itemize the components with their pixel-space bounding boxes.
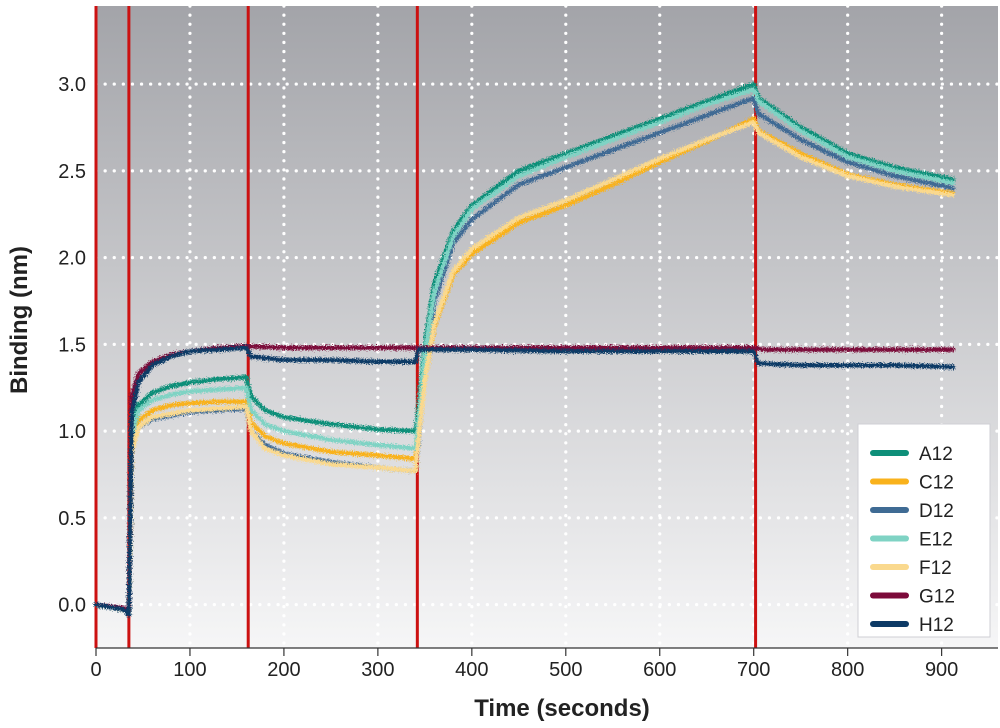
legend-label-f12: F12 bbox=[919, 558, 952, 579]
x-tick-label: 300 bbox=[361, 659, 394, 681]
x-axis-title: Time (seconds) bbox=[474, 695, 650, 722]
y-tick-label: 1.5 bbox=[58, 334, 86, 356]
x-tick-label: 200 bbox=[267, 659, 300, 681]
series-layer bbox=[93, 81, 956, 618]
legend-label-d12: D12 bbox=[919, 501, 954, 522]
x-tick-label: 0 bbox=[90, 659, 101, 681]
series-line-h12 bbox=[93, 345, 956, 618]
y-tick-label: 1.0 bbox=[58, 421, 86, 443]
y-tick-label: 2.0 bbox=[58, 248, 86, 270]
x-axis-ticks: 0 100 200 300 400 500 600 700 800 900 bbox=[90, 648, 958, 681]
y-tick-label: 3.0 bbox=[58, 74, 86, 96]
legend-label-a12: A12 bbox=[919, 444, 953, 465]
legend: A12 C12 D12 E12 F12 G12 H12 bbox=[857, 423, 991, 638]
y-tick-label: 0.0 bbox=[58, 595, 86, 617]
plot-area bbox=[96, 6, 998, 648]
legend-box bbox=[857, 423, 991, 638]
x-tick-label: 600 bbox=[643, 659, 676, 681]
x-tick-label: 400 bbox=[455, 659, 488, 681]
y-axis-title: Binding (nm) bbox=[6, 246, 33, 394]
x-tick-label: 500 bbox=[549, 659, 582, 681]
series-line-g12 bbox=[93, 343, 956, 614]
y-tick-label: 0.5 bbox=[58, 508, 86, 530]
legend-label-c12: C12 bbox=[919, 473, 954, 494]
legend-label-g12: G12 bbox=[919, 587, 955, 608]
x-tick-label: 900 bbox=[925, 659, 958, 681]
legend-label-h12: H12 bbox=[919, 615, 954, 636]
series-line-f12 bbox=[93, 120, 956, 616]
x-tick-label: 700 bbox=[737, 659, 770, 681]
y-axis-ticks: 0.0 0.5 1.0 1.5 2.0 2.5 3.0 bbox=[58, 74, 86, 617]
y-tick-label: 2.5 bbox=[58, 161, 86, 183]
x-tick-label: 100 bbox=[173, 659, 206, 681]
step-boundaries bbox=[94, 6, 758, 648]
x-tick-label: 800 bbox=[831, 659, 864, 681]
legend-label-e12: E12 bbox=[919, 530, 953, 551]
